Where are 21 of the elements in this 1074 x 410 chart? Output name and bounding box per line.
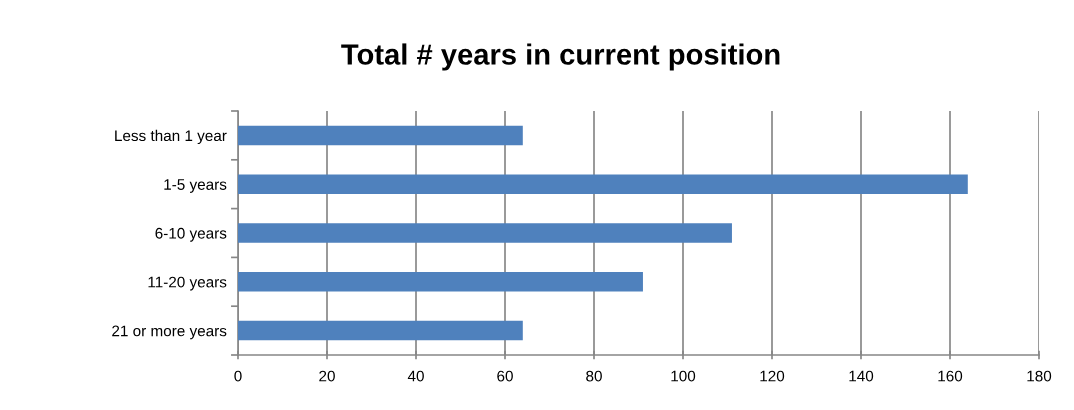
- bar: [238, 320, 523, 341]
- x-tick-label: 20: [319, 370, 335, 382]
- x-tick-label: 160: [938, 370, 963, 382]
- bar: [238, 174, 968, 194]
- x-tick-label: 80: [586, 370, 602, 382]
- chart-title: Total # years in current position: [341, 43, 780, 71]
- x-tick-label: 100: [671, 370, 696, 382]
- x-tick-label: 0: [234, 370, 242, 382]
- bar: [238, 125, 523, 146]
- y-tick-label: Less than 1 year: [115, 129, 227, 145]
- x-tick-label: 40: [407, 370, 424, 382]
- y-tick-label: 6-10 years: [155, 227, 227, 242]
- y-tick-label: 1-5 years: [164, 179, 227, 193]
- x-tick-label: 180: [1027, 370, 1052, 382]
- y-tick-label: 11-20 years: [148, 276, 227, 291]
- x-tick-label: 140: [849, 370, 874, 382]
- bar: [238, 272, 643, 292]
- x-tick-label: 60: [497, 370, 513, 382]
- y-tick-label: 21 or more years: [112, 325, 227, 340]
- x-tick-label: 120: [760, 370, 785, 382]
- bar: [238, 223, 732, 243]
